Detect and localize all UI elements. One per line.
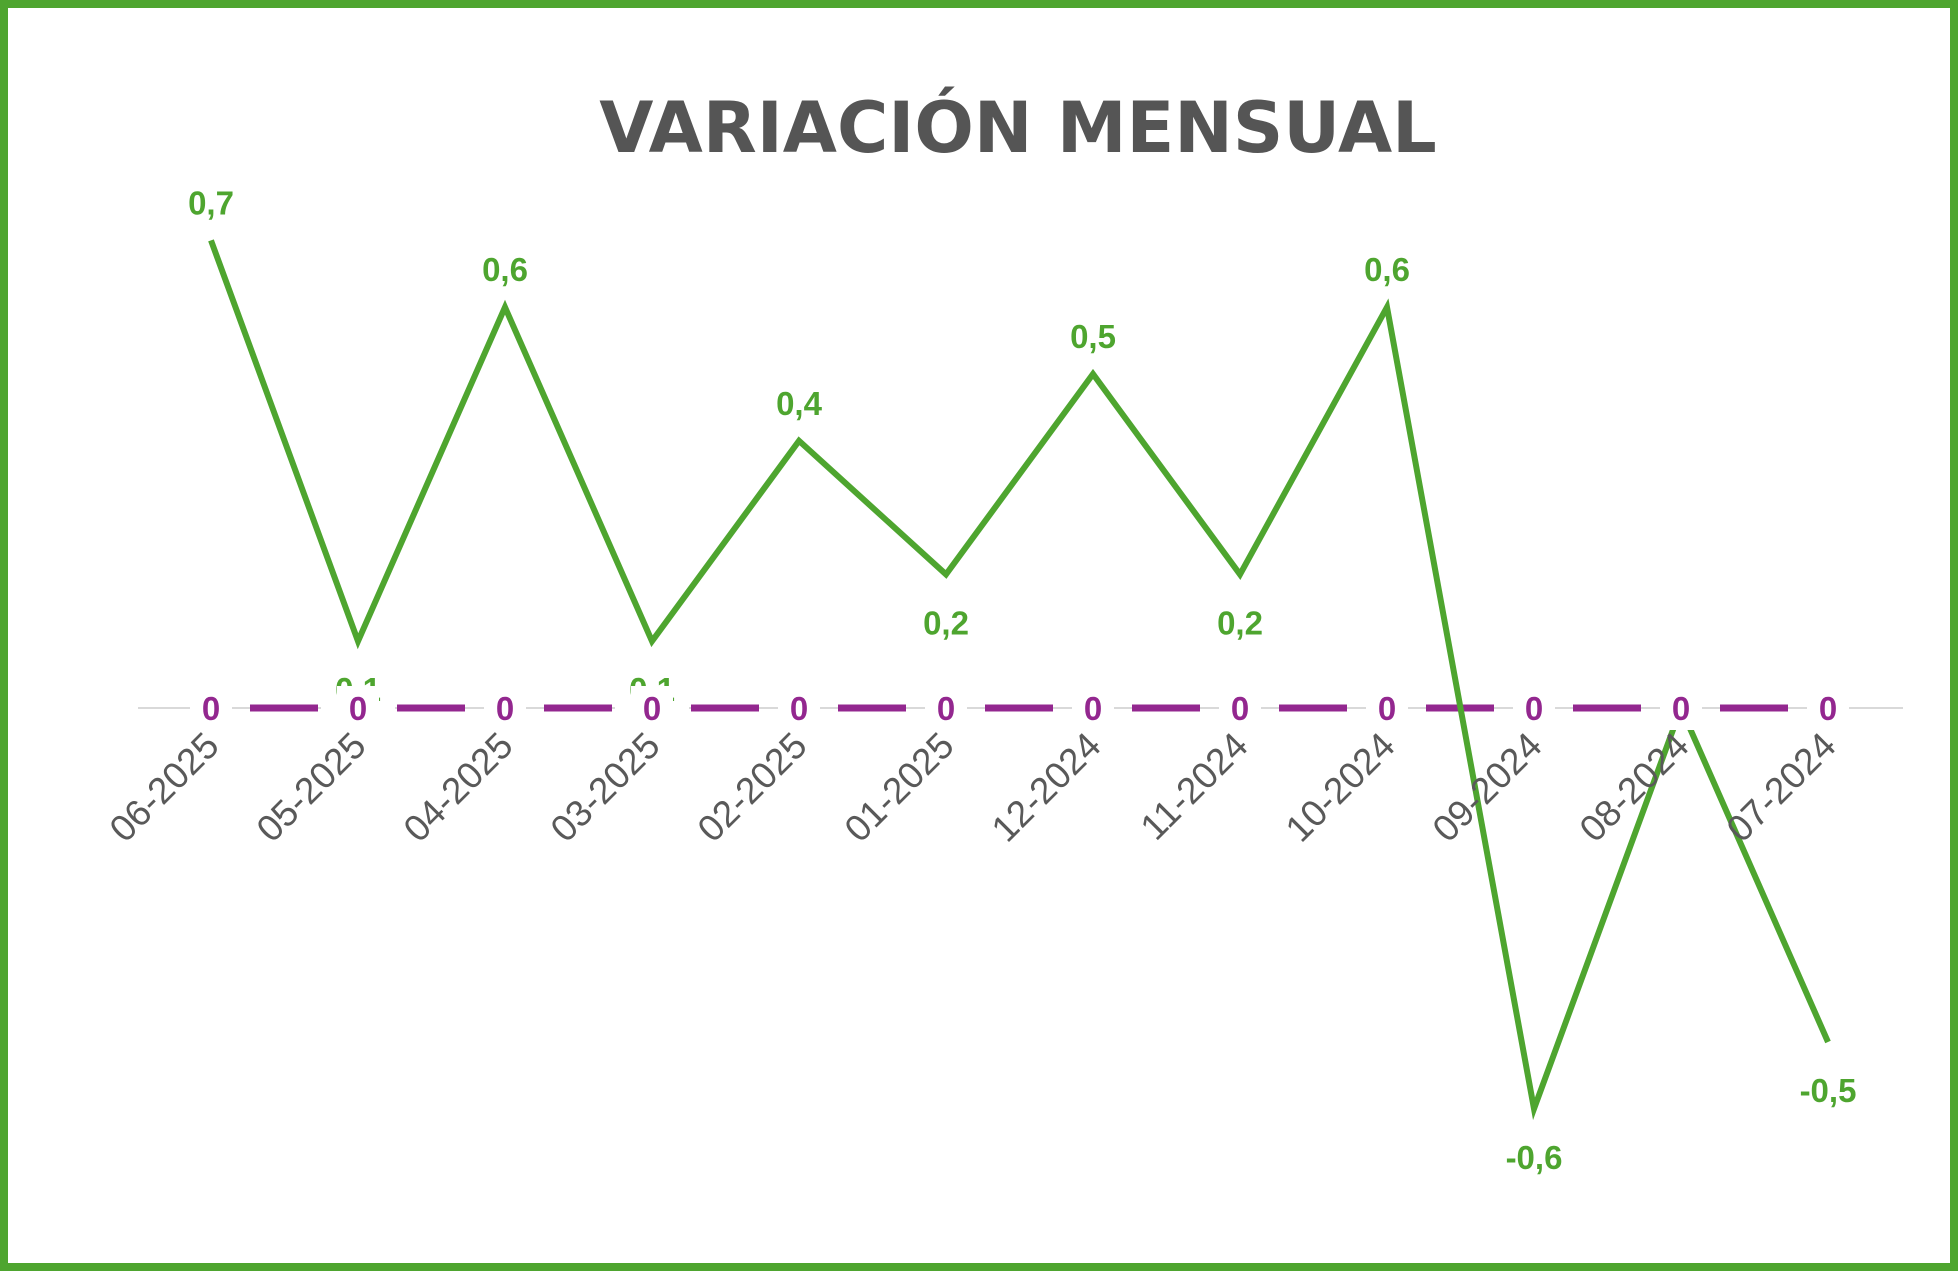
data-label-bg (190, 686, 232, 730)
series-line-0 (208, 239, 1831, 1121)
data-label: 0,4 (776, 385, 823, 422)
data-label-bg (1350, 247, 1424, 296)
x-tick-label: 11-2024 (1133, 725, 1256, 848)
x-tick-label: 09-2024 (1425, 725, 1550, 850)
data-label-bg (484, 686, 526, 730)
data-label: 0 (1672, 690, 1690, 727)
data-label: 0,2 (1217, 604, 1263, 641)
data-label: 0 (1819, 690, 1837, 727)
data-label-bg (1488, 1132, 1580, 1181)
data-label-bg (1203, 598, 1277, 647)
data-label-bg (468, 247, 542, 296)
data-label: 0,5 (1070, 318, 1116, 355)
data-label: 0,2 (923, 604, 969, 641)
data-label: 0 (790, 690, 808, 727)
x-tick-label: 02-2025 (690, 725, 815, 850)
data-label-bg (174, 180, 248, 229)
x-tick-label: 04-2025 (396, 725, 521, 850)
data-label: 0,6 (1364, 251, 1410, 288)
x-tick-label: 07-2024 (1719, 725, 1844, 850)
data-label: -0,5 (1800, 1072, 1857, 1109)
data-label: 0,7 (188, 184, 234, 221)
data-label: 0 (1231, 690, 1249, 727)
data-label-bg (1072, 686, 1114, 730)
data-label: 0,6 (482, 251, 528, 288)
data-label-bg (1807, 686, 1849, 730)
data-label: 0 (643, 690, 661, 727)
data-label: 0 (937, 690, 955, 727)
chart-title: VARIACIÓN MENSUAL (599, 87, 1437, 169)
data-label-bg (1513, 686, 1555, 730)
data-label-bg (909, 598, 983, 647)
x-tick-label: 05-2025 (249, 725, 374, 850)
x-tick-label: 06-2025 (102, 725, 227, 850)
data-label-bg (1660, 686, 1702, 730)
data-label: -0,6 (1506, 1139, 1563, 1176)
data-label-bg (762, 380, 836, 429)
data-label-bg (631, 686, 673, 730)
data-label-bg (925, 686, 967, 730)
x-tick-label: 12-2024 (984, 725, 1109, 850)
data-label-bg (1782, 1066, 1874, 1114)
data-label-bg (778, 686, 820, 730)
x-tick-label: 03-2025 (543, 725, 668, 850)
data-label-bg (1056, 314, 1130, 362)
data-label-bg (1219, 686, 1261, 730)
data-label: 0 (1525, 690, 1543, 727)
data-label: 0 (496, 690, 514, 727)
data-label: 0 (1378, 690, 1396, 727)
data-label: 0 (202, 690, 220, 727)
data-label: 0 (349, 690, 367, 727)
x-tick-label: 01-2025 (837, 725, 962, 850)
data-label-bg (337, 686, 379, 730)
data-label: 0 (1084, 690, 1102, 727)
x-tick-label: 10-2024 (1278, 725, 1403, 850)
data-label-bg (1366, 686, 1408, 730)
